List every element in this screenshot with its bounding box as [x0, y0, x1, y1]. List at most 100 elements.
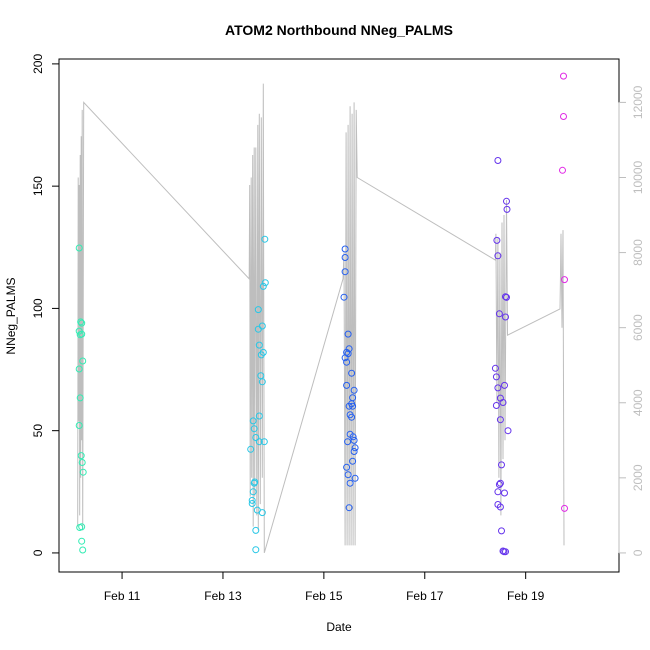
y-tick-label: 100: [31, 298, 45, 318]
data-point: [77, 452, 85, 460]
y2-tick-label: 0: [631, 549, 645, 556]
data-point: [79, 468, 87, 476]
data-point: [258, 509, 266, 517]
data-point: [341, 268, 349, 276]
data-point: [503, 293, 510, 301]
data-point: [496, 416, 504, 424]
data-point: [252, 526, 260, 534]
data-point: [492, 402, 500, 409]
x-axis: Feb 11 Feb 13 Feb 15 Feb 17 Feb 19: [104, 571, 545, 603]
data-point: [259, 282, 267, 290]
secondary-y-axis: 0 2000 4000 6000 8000 10000 12000: [618, 85, 645, 556]
data-point: [560, 113, 567, 120]
data-point: [249, 417, 257, 425]
data-point: [258, 378, 266, 386]
data-point: [496, 503, 504, 511]
y-tick-label: 0: [31, 549, 45, 556]
data-point: [78, 537, 86, 545]
y2-tick-label: 12000: [631, 85, 645, 119]
data-point: [349, 457, 357, 465]
data-point: [350, 436, 358, 444]
y2-tick-label: 4000: [631, 389, 645, 416]
y2-tick-label: 6000: [631, 314, 645, 341]
y2-tick-label: 8000: [631, 239, 645, 266]
data-point: [494, 252, 502, 260]
data-point: [260, 438, 268, 446]
data-point: [259, 348, 267, 356]
data-point: [79, 546, 87, 554]
data-point: [78, 319, 86, 327]
y-tick-label: 150: [31, 176, 45, 196]
data-point: [77, 318, 85, 326]
data-point: [261, 235, 269, 243]
data-point: [344, 471, 352, 479]
data-point: [494, 157, 502, 164]
data-point: [75, 422, 83, 429]
data-point: [343, 381, 351, 389]
data-point: [561, 504, 568, 512]
data-point: [249, 488, 257, 496]
data-point: [78, 459, 86, 466]
data-point: [76, 394, 84, 402]
data-point: [341, 245, 349, 253]
data-point: [501, 489, 508, 497]
data-point: [255, 412, 263, 420]
x-tick-label: Feb 15: [305, 589, 343, 603]
y2-tick-label: 10000: [631, 160, 645, 194]
data-point: [502, 548, 509, 556]
x-tick-label: Feb 13: [204, 589, 242, 603]
data-point: [75, 244, 83, 252]
data-point: [254, 306, 262, 314]
data-point: [348, 413, 356, 421]
chart-title: ATOM2 Northbound NNeg_PALMS: [225, 22, 453, 38]
data-point: [252, 434, 260, 441]
data-point: [350, 448, 358, 455]
data-point: [343, 463, 351, 471]
data-point: [344, 350, 352, 358]
data-point: [501, 381, 508, 389]
data-point: [341, 254, 349, 261]
data-point: [78, 330, 86, 338]
data-point: [79, 357, 87, 365]
data-point: [349, 402, 357, 410]
data-point: [503, 197, 510, 205]
data-point: [491, 364, 499, 372]
x-tick-label: Feb 11: [104, 589, 141, 603]
data-point: [344, 438, 352, 446]
data-point: [250, 425, 258, 433]
plot-frame: [58, 58, 620, 573]
data-point: [559, 166, 566, 174]
data-point: [499, 399, 507, 406]
data-point: [346, 479, 354, 487]
data-point: [255, 438, 263, 446]
data-point: [495, 481, 503, 488]
data-point: [248, 500, 256, 507]
data-point: [349, 433, 357, 441]
data-point: [251, 478, 259, 486]
x-tick-label: Feb 19: [507, 589, 545, 603]
data-point: [258, 322, 266, 330]
data-point: [496, 479, 504, 487]
data-point: [252, 546, 260, 554]
data-point: [351, 474, 359, 482]
data-point: [345, 345, 353, 353]
data-point: [492, 373, 500, 381]
data-point: [504, 427, 512, 435]
data-point: [348, 369, 356, 377]
x-axis-label: Date: [326, 620, 352, 634]
data-point: [503, 205, 511, 213]
y-tick-label: 200: [31, 54, 45, 74]
data-point: [344, 330, 352, 338]
data-point: [343, 358, 351, 366]
y-axis: 0 50 100 150 200: [31, 54, 60, 556]
data-point: [349, 394, 357, 402]
data-point: [502, 313, 509, 321]
data-point: [502, 293, 509, 301]
data-point: [494, 384, 502, 392]
data-point: [561, 276, 568, 284]
data-point: [340, 293, 348, 301]
data-points-layer: [75, 72, 568, 556]
x-tick-label: Feb 17: [406, 589, 444, 603]
data-point: [351, 444, 359, 452]
